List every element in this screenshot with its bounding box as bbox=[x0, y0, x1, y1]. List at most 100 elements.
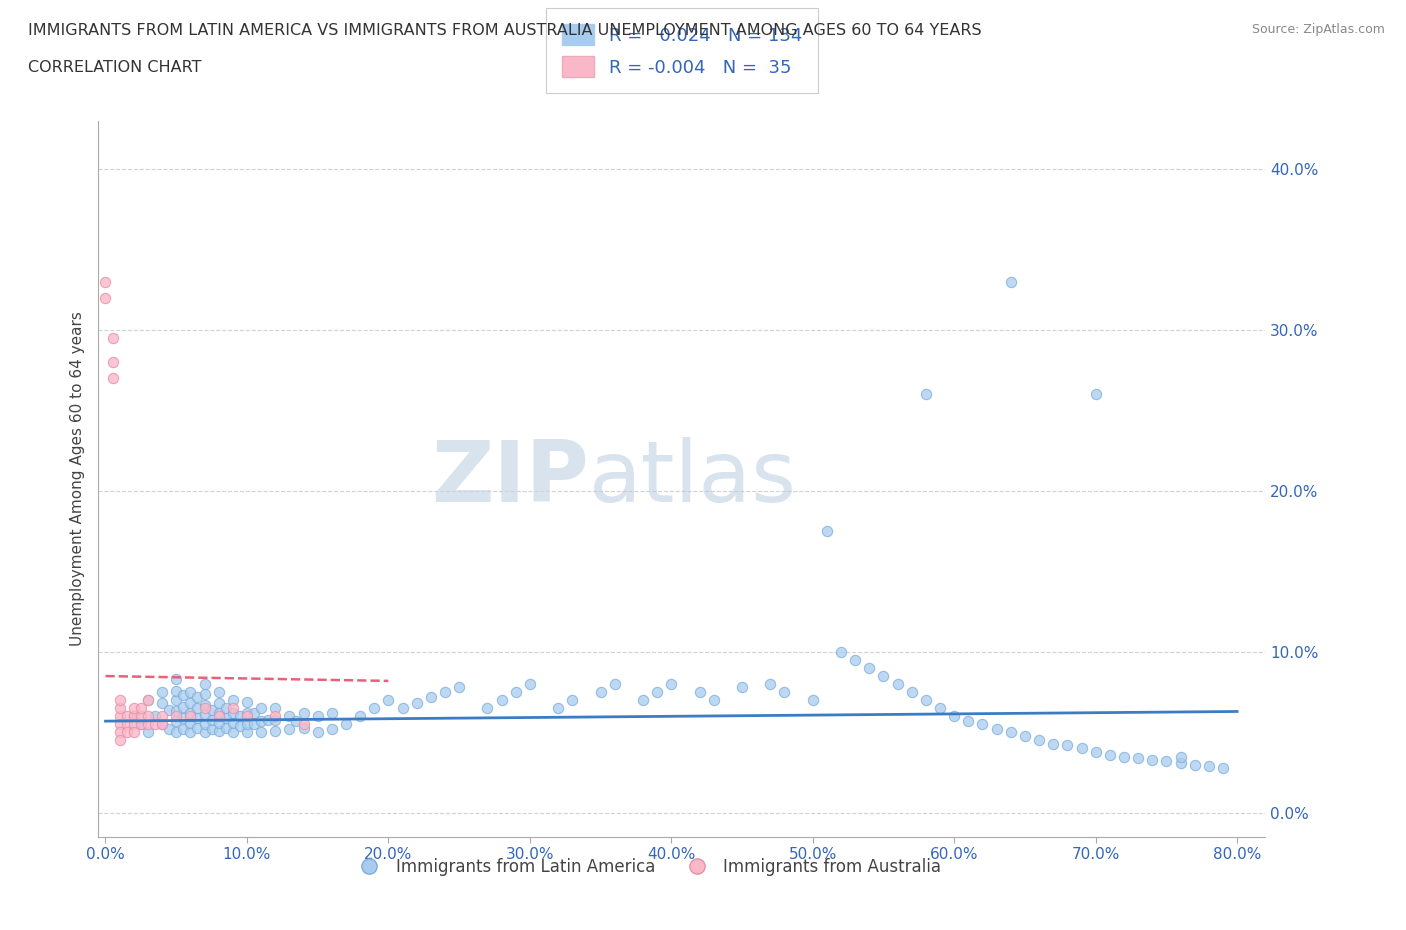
Point bbox=[165, 725, 187, 740]
Point bbox=[759, 677, 782, 692]
Point bbox=[143, 709, 166, 724]
Point bbox=[101, 371, 124, 386]
Point bbox=[215, 711, 238, 725]
Point bbox=[129, 701, 152, 716]
Point bbox=[222, 715, 245, 730]
Point bbox=[491, 693, 513, 708]
Point bbox=[165, 693, 187, 708]
Point bbox=[115, 717, 138, 732]
Point bbox=[150, 717, 173, 732]
Point bbox=[193, 698, 215, 712]
Point bbox=[208, 684, 231, 699]
Point bbox=[589, 684, 612, 699]
Point bbox=[208, 709, 231, 724]
Point bbox=[250, 701, 273, 716]
Point bbox=[1056, 737, 1078, 752]
Point bbox=[179, 706, 201, 721]
Point bbox=[222, 706, 245, 721]
Point bbox=[136, 725, 159, 740]
Point bbox=[645, 684, 668, 699]
Point bbox=[1212, 761, 1234, 776]
Point bbox=[1014, 728, 1036, 743]
Point bbox=[101, 355, 124, 370]
Point bbox=[236, 706, 259, 721]
Point bbox=[419, 689, 441, 704]
Point bbox=[236, 709, 259, 724]
Point bbox=[561, 693, 583, 708]
Point bbox=[1170, 749, 1192, 764]
Point bbox=[136, 717, 159, 732]
Point bbox=[179, 684, 201, 699]
Point bbox=[547, 701, 569, 716]
Point bbox=[150, 696, 173, 711]
Point bbox=[115, 709, 138, 724]
Point bbox=[172, 688, 194, 703]
Point bbox=[957, 713, 980, 728]
Point bbox=[122, 709, 145, 724]
Point bbox=[200, 702, 222, 717]
Point bbox=[165, 671, 187, 686]
Point bbox=[200, 712, 222, 727]
Point bbox=[449, 680, 471, 695]
Point bbox=[215, 701, 238, 716]
Point bbox=[1126, 751, 1149, 765]
Text: CORRELATION CHART: CORRELATION CHART bbox=[28, 60, 201, 75]
Point bbox=[1142, 752, 1164, 767]
Point bbox=[208, 706, 231, 721]
Point bbox=[264, 701, 287, 716]
Point bbox=[208, 724, 231, 738]
Point bbox=[1000, 725, 1022, 740]
Point bbox=[150, 717, 173, 732]
Point bbox=[186, 701, 208, 716]
Point bbox=[886, 677, 908, 692]
Text: Source: ZipAtlas.com: Source: ZipAtlas.com bbox=[1251, 23, 1385, 36]
Point bbox=[731, 680, 754, 695]
Point bbox=[292, 720, 315, 735]
Point bbox=[250, 713, 273, 728]
Point bbox=[94, 274, 117, 289]
Point bbox=[659, 677, 682, 692]
Point bbox=[122, 717, 145, 732]
Point bbox=[208, 715, 231, 730]
Point bbox=[179, 709, 201, 724]
Point bbox=[519, 677, 541, 692]
Point bbox=[136, 693, 159, 708]
Point bbox=[603, 677, 626, 692]
Point bbox=[872, 669, 894, 684]
Point bbox=[236, 725, 259, 740]
Point bbox=[193, 725, 215, 740]
Point bbox=[179, 696, 201, 711]
Point bbox=[986, 722, 1008, 737]
Point bbox=[193, 677, 215, 692]
Point bbox=[264, 724, 287, 738]
Point bbox=[1184, 757, 1206, 772]
Point bbox=[236, 717, 259, 732]
Point bbox=[172, 699, 194, 714]
Point bbox=[1070, 741, 1092, 756]
Point bbox=[844, 653, 866, 668]
Point bbox=[1028, 733, 1050, 748]
Point bbox=[115, 725, 138, 740]
Point bbox=[307, 709, 329, 724]
Point bbox=[285, 713, 308, 728]
Point bbox=[108, 725, 131, 740]
Point bbox=[108, 701, 131, 716]
Point bbox=[94, 290, 117, 305]
Point bbox=[703, 693, 725, 708]
Text: ZIP: ZIP bbox=[430, 437, 589, 521]
Point bbox=[108, 733, 131, 748]
Legend: Immigrants from Latin America, Immigrants from Australia: Immigrants from Latin America, Immigrant… bbox=[346, 851, 948, 883]
Point bbox=[122, 701, 145, 716]
Point bbox=[229, 709, 252, 724]
Point bbox=[186, 711, 208, 725]
Point bbox=[165, 684, 187, 698]
Point bbox=[321, 706, 343, 721]
Point bbox=[108, 709, 131, 724]
Point bbox=[150, 684, 173, 699]
Point bbox=[250, 725, 273, 740]
Point bbox=[292, 706, 315, 721]
Point bbox=[972, 717, 994, 732]
Point bbox=[292, 717, 315, 732]
Point bbox=[405, 696, 427, 711]
Point bbox=[229, 719, 252, 734]
